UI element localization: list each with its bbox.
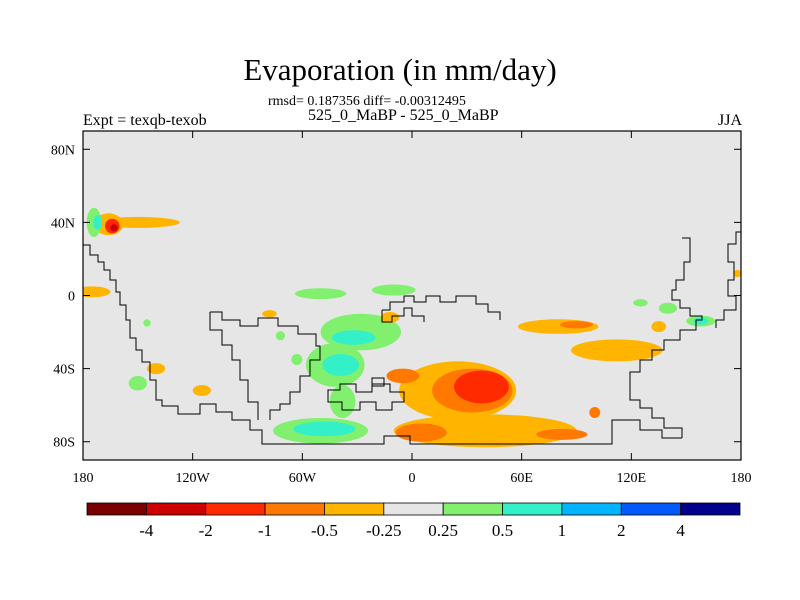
anomaly-region <box>128 375 147 391</box>
x-tick-label: 60W <box>289 471 317 486</box>
coastline-south-america <box>210 311 321 420</box>
experiment-subtitle: 525_0_MaBP - 525_0_MaBP <box>308 107 499 124</box>
colorbar-swatch <box>442 502 503 516</box>
coastline-antarctic-rim <box>327 383 405 411</box>
coastline-east-edge <box>715 231 741 328</box>
anomaly-region <box>295 288 347 300</box>
anomaly-region <box>83 286 111 298</box>
anomaly-region <box>380 311 400 323</box>
colorbar-swatch <box>145 502 207 516</box>
colorbar-swatch <box>205 502 266 516</box>
y-tick-label: 40S <box>53 363 75 378</box>
colorbar-swatch <box>680 502 741 516</box>
y-tick-label: 80N <box>51 143 75 158</box>
anomaly-region <box>331 330 376 345</box>
anomaly-region <box>658 302 678 314</box>
colorbar-swatch <box>86 502 147 516</box>
x-tick-label: 120W <box>176 471 211 486</box>
anomaly-region <box>322 353 359 376</box>
anomaly-region <box>560 321 593 329</box>
x-tick-label: 180 <box>731 471 752 486</box>
colorbar-label: -4 <box>139 521 154 540</box>
anomaly-region <box>110 224 118 232</box>
coastline-africa <box>381 295 501 323</box>
anomaly-region <box>733 269 741 278</box>
x-tick-label: 120E <box>617 471 647 486</box>
colorbar-swatch <box>620 502 682 516</box>
colorbar-label: 0.25 <box>428 521 458 540</box>
anomaly-region <box>571 339 663 362</box>
x-tick-label: 180 <box>73 471 94 486</box>
anomaly-region <box>393 414 577 448</box>
anomaly-region <box>454 370 509 404</box>
colorbar-label: 4 <box>676 521 685 540</box>
anomaly-region <box>386 368 420 384</box>
y-tick-label: 80S <box>53 436 75 451</box>
anomaly-region <box>146 363 166 375</box>
coastline-south-america-west <box>209 312 259 420</box>
colorbar-label: 0.5 <box>492 521 513 540</box>
colorbar-label: -0.25 <box>366 521 401 540</box>
anomaly-region <box>93 215 103 230</box>
coastline-island <box>371 377 385 387</box>
coastline-australasia <box>629 237 703 438</box>
coastline-pacific-west <box>83 244 682 445</box>
anomaly-region <box>275 331 285 341</box>
anomaly-region <box>589 406 601 418</box>
y-tick-label: 40N <box>51 216 75 231</box>
x-tick-label: 0 <box>409 471 416 486</box>
anomaly-region <box>693 317 709 325</box>
colorbar-swatch <box>383 502 444 516</box>
anomaly-region <box>633 299 648 307</box>
colorbar-swatch <box>264 502 325 516</box>
colorbar-swatch <box>324 502 385 516</box>
anomaly-region <box>395 423 447 442</box>
colorbar-label: -1 <box>258 521 272 540</box>
anomaly-region <box>291 353 303 365</box>
colorbar-swatch <box>502 502 563 516</box>
anomaly-region <box>536 428 588 440</box>
y-tick-label: 0 <box>68 290 75 305</box>
colorbar-swatch <box>561 502 622 516</box>
anomaly-region <box>293 421 356 437</box>
anomaly-region <box>143 319 151 327</box>
chart-title: Evaporation (in mm/day) <box>243 52 557 87</box>
anomaly-region <box>192 385 211 397</box>
anomaly-region <box>371 284 416 296</box>
season-label: JJA <box>717 112 742 129</box>
colorbar-label: -0.5 <box>311 521 338 540</box>
colorbar-label: 1 <box>558 521 567 540</box>
x-tick-label: 60E <box>510 471 533 486</box>
colorbar-label: 2 <box>617 521 626 540</box>
anomaly-region <box>262 310 277 318</box>
anomaly-region <box>651 321 667 333</box>
colorbar-label: -2 <box>199 521 213 540</box>
experiment-label: Expt = texqb-texob <box>83 112 207 129</box>
stats-line: rmsd= 0.187356 diff= -0.00312495 <box>268 94 466 109</box>
